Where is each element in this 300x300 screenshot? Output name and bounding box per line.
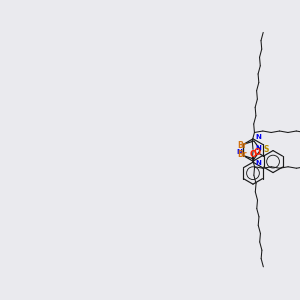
- Text: O: O: [250, 150, 256, 159]
- Text: N: N: [255, 134, 261, 140]
- Text: N: N: [256, 146, 262, 152]
- Text: N: N: [236, 148, 242, 154]
- Text: O: O: [254, 148, 260, 157]
- Text: Br: Br: [238, 150, 247, 159]
- Text: S: S: [264, 146, 269, 154]
- Text: N: N: [255, 160, 261, 166]
- Text: Br: Br: [238, 141, 247, 150]
